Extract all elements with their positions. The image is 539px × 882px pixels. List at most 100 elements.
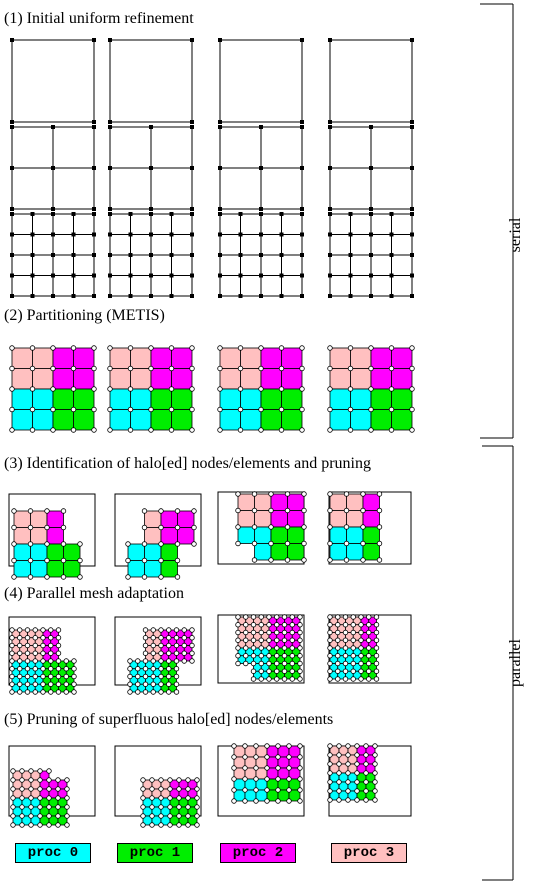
halo-node — [28, 813, 34, 819]
mesh-node — [259, 253, 263, 257]
halo-node — [345, 797, 351, 803]
halo-node — [63, 666, 69, 672]
halo-node — [258, 637, 264, 643]
halo-node — [44, 541, 50, 547]
halo-node — [10, 804, 16, 810]
mesh-node — [369, 212, 373, 216]
halo-node — [142, 658, 149, 664]
halo-node — [9, 627, 15, 633]
halo-node — [32, 689, 38, 695]
halo-node — [140, 822, 146, 828]
halo-node — [141, 541, 148, 547]
legend-proc-0: proc 0 — [15, 843, 91, 863]
halo-node — [327, 761, 333, 767]
halo-node — [185, 804, 191, 810]
mesh-element — [270, 493, 288, 511]
mesh-node — [92, 273, 96, 278]
mesh-element — [254, 543, 272, 561]
halo-node — [250, 614, 257, 620]
halo-node — [235, 629, 241, 636]
halo-node — [409, 345, 415, 351]
legend-proc-3: proc 3 — [331, 843, 407, 863]
halo-node — [185, 786, 191, 792]
mesh-element — [130, 368, 152, 390]
halo-node — [297, 754, 303, 760]
mesh-element — [346, 526, 364, 544]
halo-node — [158, 524, 164, 531]
halo-node — [166, 673, 172, 680]
halo-node — [185, 795, 191, 801]
halo-node — [55, 804, 61, 810]
mesh-node — [300, 125, 304, 129]
halo-node — [194, 795, 200, 801]
halo-node — [55, 777, 61, 783]
mesh-node — [328, 38, 332, 42]
halo-node — [148, 386, 154, 392]
halo-node — [266, 614, 272, 620]
halo-node — [40, 658, 46, 664]
halo-node — [64, 804, 70, 810]
mesh-node — [190, 207, 194, 211]
mesh-node — [410, 294, 414, 298]
mesh-node — [10, 212, 14, 216]
halo-node — [32, 681, 38, 687]
mesh-element — [240, 368, 262, 390]
halo-node — [168, 406, 175, 413]
halo-node — [342, 676, 349, 682]
mesh-node — [410, 253, 414, 257]
halo-node — [149, 795, 155, 801]
halo-node — [167, 822, 173, 828]
mesh-node — [328, 125, 332, 129]
halo-node — [173, 689, 180, 695]
halo-node — [350, 629, 356, 636]
halo-node — [176, 786, 182, 792]
halo-node — [55, 681, 62, 687]
halo-node — [266, 668, 272, 674]
halo-node — [327, 629, 333, 636]
mesh-element — [46, 527, 64, 545]
halo-node — [258, 406, 264, 413]
halo-node — [289, 676, 295, 682]
halo-node — [149, 813, 155, 819]
halo-node — [46, 804, 52, 810]
mesh-element — [365, 790, 376, 801]
halo-node — [350, 676, 356, 682]
halo-node — [275, 754, 281, 760]
mesh-node — [128, 253, 133, 257]
halo-node — [29, 365, 36, 372]
halo-node — [17, 666, 23, 672]
halo-node — [166, 642, 172, 649]
halo-node — [55, 666, 62, 672]
halo-node — [40, 689, 46, 695]
halo-node — [376, 524, 383, 530]
mesh-node — [389, 253, 394, 257]
halo-node — [37, 795, 43, 801]
mesh-node — [190, 253, 194, 257]
mesh-element — [240, 347, 262, 369]
halo-node — [345, 788, 351, 794]
mesh-node — [10, 120, 14, 124]
halo-node — [55, 822, 61, 828]
halo-node — [174, 508, 181, 514]
halo-node — [336, 788, 342, 794]
halo-node — [327, 788, 333, 794]
halo-node — [366, 622, 372, 628]
section-title-parallel-adaptation: (4) Parallel mesh adaptation — [4, 585, 184, 602]
mesh-element — [13, 510, 31, 528]
halo-node — [258, 386, 264, 392]
halo-node — [264, 765, 270, 771]
halo-node — [274, 629, 280, 636]
halo-node — [71, 689, 77, 695]
halo-node — [343, 507, 350, 514]
halo-node — [242, 765, 248, 771]
halo-node — [191, 524, 197, 531]
halo-node — [158, 557, 164, 564]
mesh-node — [218, 166, 222, 170]
mesh-node — [108, 207, 112, 211]
halo-node — [142, 650, 149, 656]
mesh-node — [71, 253, 76, 257]
halo-node — [10, 786, 16, 792]
halo-node — [127, 681, 133, 687]
halo-node — [336, 761, 342, 767]
halo-node — [297, 637, 303, 643]
